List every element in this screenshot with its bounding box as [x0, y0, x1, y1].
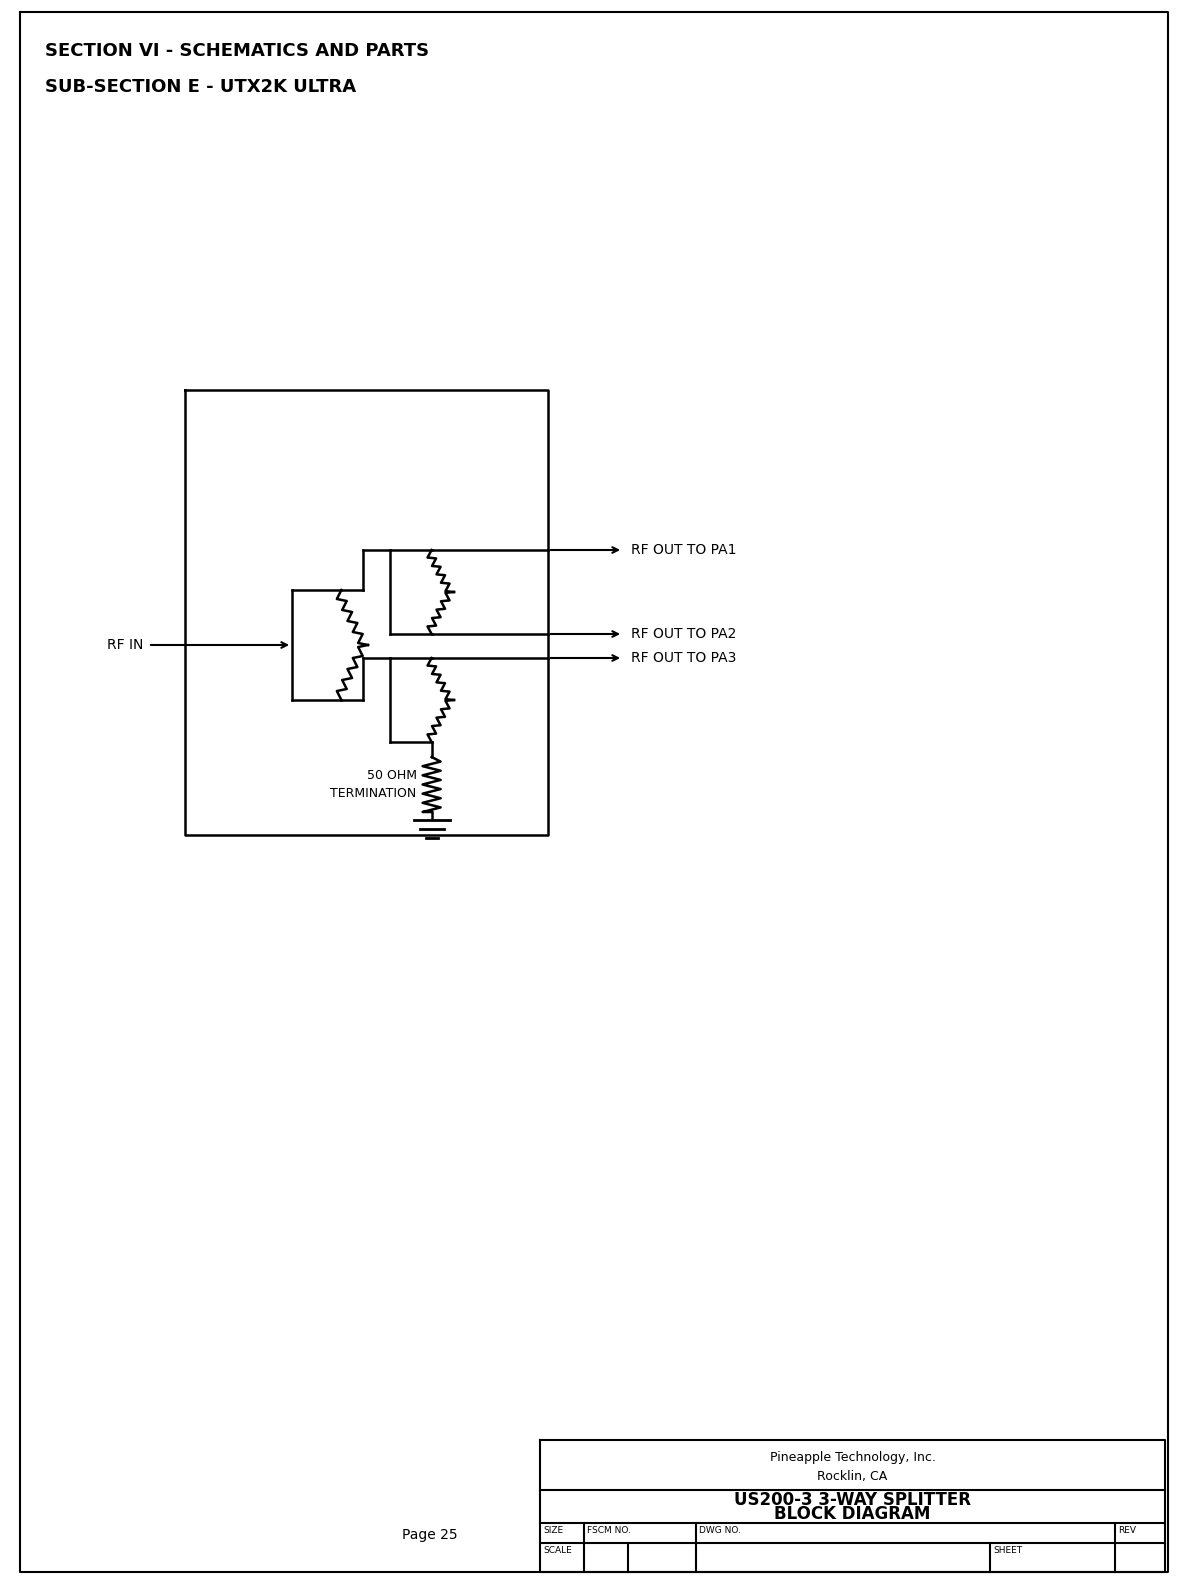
Text: FSCM NO.: FSCM NO.	[587, 1525, 631, 1535]
Text: RF IN: RF IN	[107, 638, 143, 653]
Text: Page 25: Page 25	[403, 1529, 457, 1541]
Text: SECTION VI - SCHEMATICS AND PARTS: SECTION VI - SCHEMATICS AND PARTS	[45, 43, 429, 60]
Text: REV: REV	[1118, 1525, 1136, 1535]
Text: BLOCK DIAGRAM: BLOCK DIAGRAM	[775, 1505, 930, 1522]
Text: RF OUT TO PA2: RF OUT TO PA2	[631, 627, 737, 642]
Text: SUB-SECTION E - UTX2K ULTRA: SUB-SECTION E - UTX2K ULTRA	[45, 78, 356, 97]
Text: Pineapple Technology, Inc.: Pineapple Technology, Inc.	[770, 1451, 935, 1464]
Text: RF OUT TO PA1: RF OUT TO PA1	[631, 543, 737, 558]
Text: RF OUT TO PA3: RF OUT TO PA3	[631, 651, 737, 665]
Text: SHEET: SHEET	[993, 1546, 1022, 1555]
Text: SCALE: SCALE	[543, 1546, 571, 1555]
Text: Rocklin, CA: Rocklin, CA	[817, 1470, 887, 1483]
Text: US200-3 3-WAY SPLITTER: US200-3 3-WAY SPLITTER	[734, 1491, 971, 1510]
Text: SIZE: SIZE	[543, 1525, 563, 1535]
Text: 50 OHM
TERMINATION: 50 OHM TERMINATION	[330, 768, 417, 800]
Text: DWG NO.: DWG NO.	[700, 1525, 741, 1535]
